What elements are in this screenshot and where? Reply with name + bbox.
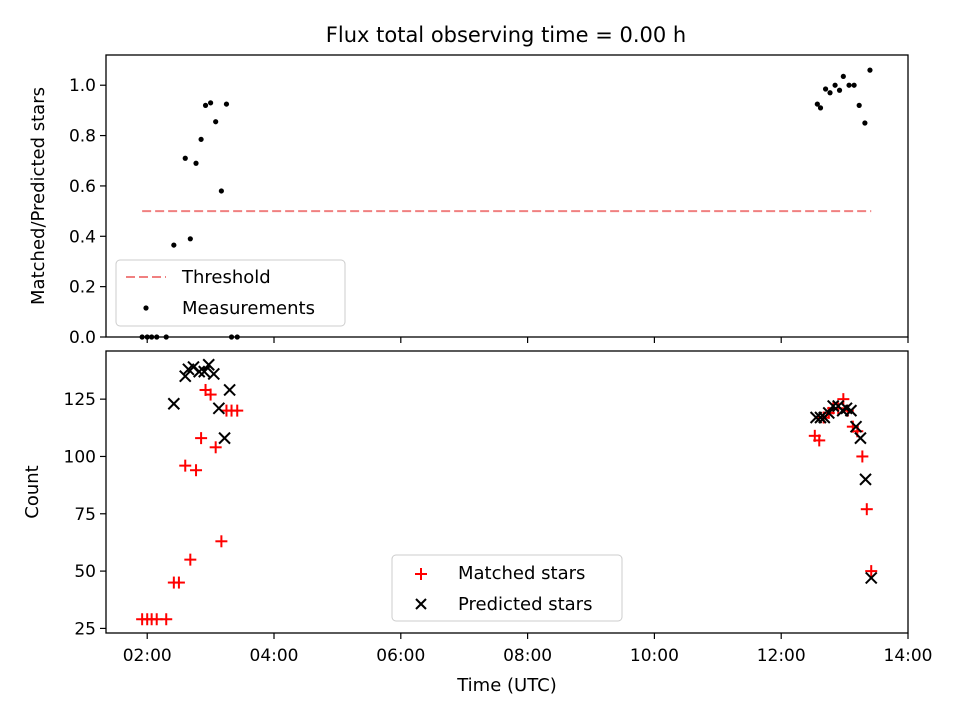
y-tick-label: 50 (74, 562, 96, 582)
legend-threshold-label: Threshold (181, 267, 271, 288)
x-axis-label: Time (UTC) (456, 675, 557, 696)
matched-star-point (860, 503, 873, 516)
predicted-star-point (202, 358, 215, 371)
measurement-point (171, 242, 177, 248)
y-tick-label: 25 (74, 619, 96, 639)
y-tick-label: 1.0 (69, 76, 96, 96)
matched-star-point (837, 393, 850, 406)
matched-star-point (179, 459, 192, 472)
predicted-star-point (814, 411, 827, 424)
measurement-point (193, 160, 199, 166)
predicted-star-point (192, 365, 206, 378)
predicted-star-point (167, 397, 181, 410)
measurement-points (139, 67, 873, 340)
top-legend: Threshold Measurements (115, 259, 346, 327)
measurement-point (827, 90, 833, 96)
x-tick-label: 04:00 (250, 646, 299, 666)
measurement-point (202, 102, 209, 108)
legend-predicted-swatch (415, 598, 427, 610)
y-tick-label: 100 (64, 447, 96, 467)
legend-measurements-label: Measurements (182, 298, 315, 319)
measurement-point (846, 82, 852, 88)
measurement-point (862, 120, 868, 126)
predicted-star-point (212, 402, 226, 415)
measurement-point (208, 100, 214, 106)
y-tick-label: 0.4 (69, 227, 96, 247)
y-tick-label: 125 (64, 390, 96, 410)
legend-matched-label: Matched stars (458, 563, 585, 584)
measurement-point (817, 105, 824, 111)
matched-star-point (856, 450, 869, 463)
measurement-point (822, 86, 829, 92)
y-tick-label: 0.6 (69, 177, 96, 197)
matched-star-point (172, 576, 185, 589)
measurement-point (213, 119, 219, 125)
measurement-point (198, 136, 204, 142)
top-y-axis-label: Matched/Predicted stars (28, 87, 49, 305)
predicted-stars-points (167, 358, 878, 585)
measurement-point (187, 236, 193, 242)
measurement-point (856, 102, 862, 108)
top-panel: 0.0 0.2 0.4 0.6 0.8 1.0 Matched/Predicted sta… (28, 54, 909, 348)
predicted-star-point (218, 431, 231, 445)
matched-star-point (813, 434, 826, 447)
y-tick-label: 0.8 (69, 127, 96, 147)
bottom-legend: Matched stars Predicted stars (391, 554, 623, 622)
x-tick-label: 14:00 (884, 646, 933, 666)
measurement-point (182, 155, 188, 161)
matched-star-point (184, 553, 197, 566)
bottom-x-ticks: 02:00 04:00 06:00 08:00 10:00 12:00 14:00 (123, 633, 933, 666)
measurement-point (218, 188, 224, 194)
measurement-point (867, 67, 873, 73)
measurement-point (814, 101, 820, 107)
bottom-legend-box (391, 554, 623, 622)
measurement-point (836, 87, 843, 93)
bottom-plot-frame (105, 350, 909, 634)
predicted-star-point (859, 473, 872, 486)
predicted-star-point (849, 420, 863, 433)
predicted-star-point (826, 399, 840, 413)
measurement-point (223, 101, 230, 107)
top-plot-frame (105, 54, 909, 338)
x-tick-label: 10:00 (630, 646, 679, 666)
top-y-ticks: 0.0 0.2 0.4 0.6 0.8 1.0 (69, 76, 106, 348)
measurement-point (851, 82, 857, 88)
predicted-star-point (844, 404, 858, 417)
measurement-point (840, 73, 846, 80)
matched-star-point (215, 535, 228, 548)
predicted-star-point (854, 431, 867, 445)
legend-measurements-swatch (143, 305, 149, 311)
top-legend-box (115, 259, 346, 327)
matched-star-point (160, 613, 173, 626)
x-tick-label: 08:00 (503, 646, 552, 666)
matched-star-point (190, 464, 203, 477)
matched-star-point (209, 441, 222, 454)
top-x-ticks (146, 337, 909, 343)
matched-star-point (865, 565, 878, 578)
bottom-panel: 25 50 75 100 125 02:00 04:00 06:00 08:00 10:00 12… (22, 350, 933, 696)
chart-title: Flux total observing time = 0.00 h (326, 23, 686, 47)
matched-star-point (204, 388, 217, 401)
x-tick-label: 06:00 (376, 646, 425, 666)
predicted-star-point (198, 365, 211, 378)
matched-star-point (231, 404, 244, 417)
predicted-star-point (223, 383, 236, 397)
y-tick-label: 0.2 (69, 278, 96, 298)
bottom-y-axis-label: Count (22, 465, 43, 518)
predicted-star-point (207, 367, 220, 381)
x-tick-label: 02:00 (123, 646, 172, 666)
y-tick-label: 0.0 (69, 328, 96, 348)
legend-predicted-label: Predicted stars (458, 594, 592, 615)
y-tick-label: 75 (74, 505, 96, 525)
x-tick-label: 12:00 (757, 646, 806, 666)
legend-matched-swatch (415, 568, 427, 580)
matched-star-point (195, 432, 208, 445)
predicted-star-point (865, 571, 878, 585)
measurement-point (832, 82, 838, 88)
bottom-y-ticks: 25 50 75 100 125 (64, 390, 106, 639)
predicted-star-point (822, 406, 835, 420)
